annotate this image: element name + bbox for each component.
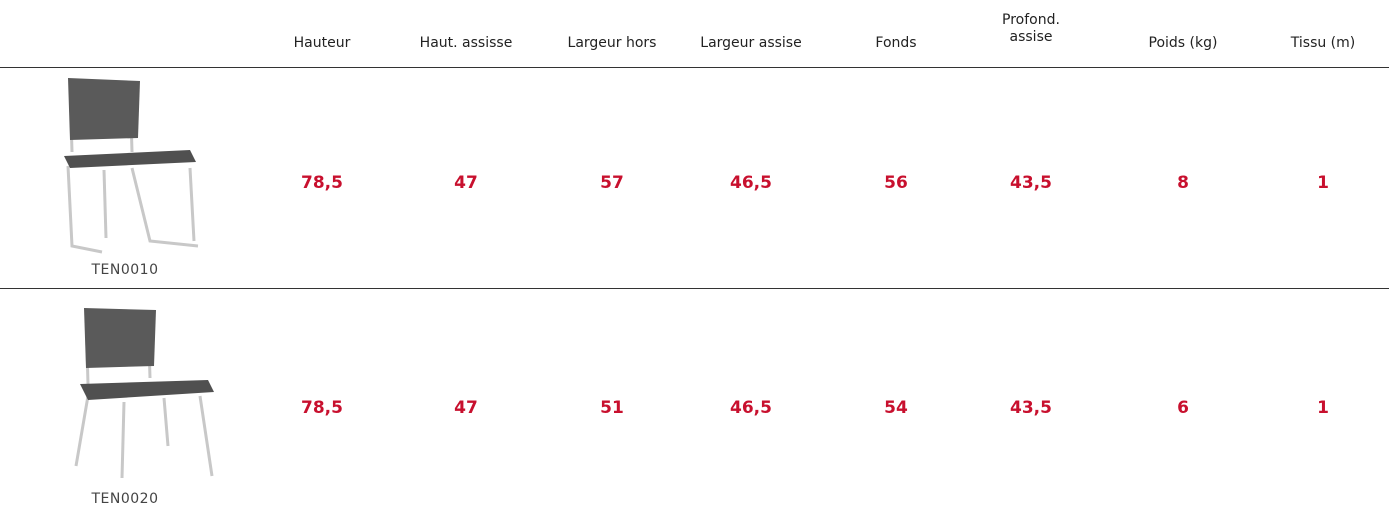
product-code: TEN0020 bbox=[92, 491, 159, 507]
cell-value: 47 bbox=[454, 398, 478, 418]
cell-value: 46,5 bbox=[730, 398, 772, 418]
cell-value: 43,5 bbox=[1010, 398, 1052, 418]
cell-value: 78,5 bbox=[301, 173, 343, 193]
cell-value: 6 bbox=[1177, 398, 1189, 418]
page: (() => { const data = JSON.parse(documen… bbox=[0, 0, 1389, 514]
header-rule bbox=[0, 67, 1389, 68]
chair-image bbox=[66, 306, 226, 486]
column-header: Tissu (m) bbox=[1291, 35, 1355, 52]
column-header: Profond. assise bbox=[996, 12, 1066, 46]
cell-value: 51 bbox=[600, 398, 624, 418]
cell-value: 57 bbox=[600, 173, 624, 193]
cell-value: 46,5 bbox=[730, 173, 772, 193]
column-header: Hauteur bbox=[294, 35, 351, 52]
cell-value: 47 bbox=[454, 173, 478, 193]
product-code: TEN0010 bbox=[92, 262, 159, 278]
column-header: Poids (kg) bbox=[1149, 35, 1218, 52]
cell-value: 1 bbox=[1317, 398, 1329, 418]
chair-image bbox=[50, 76, 210, 261]
column-header: Largeur hors bbox=[568, 35, 657, 52]
cell-value: 43,5 bbox=[1010, 173, 1052, 193]
column-header: Largeur assise bbox=[700, 35, 801, 52]
column-header: Haut. assisse bbox=[420, 35, 513, 52]
column-header: Fonds bbox=[875, 35, 916, 52]
cell-value: 56 bbox=[884, 173, 908, 193]
row-rule bbox=[0, 288, 1389, 289]
cell-value: 54 bbox=[884, 398, 908, 418]
cell-value: 1 bbox=[1317, 173, 1329, 193]
cell-value: 8 bbox=[1177, 173, 1189, 193]
cell-value: 78,5 bbox=[301, 398, 343, 418]
